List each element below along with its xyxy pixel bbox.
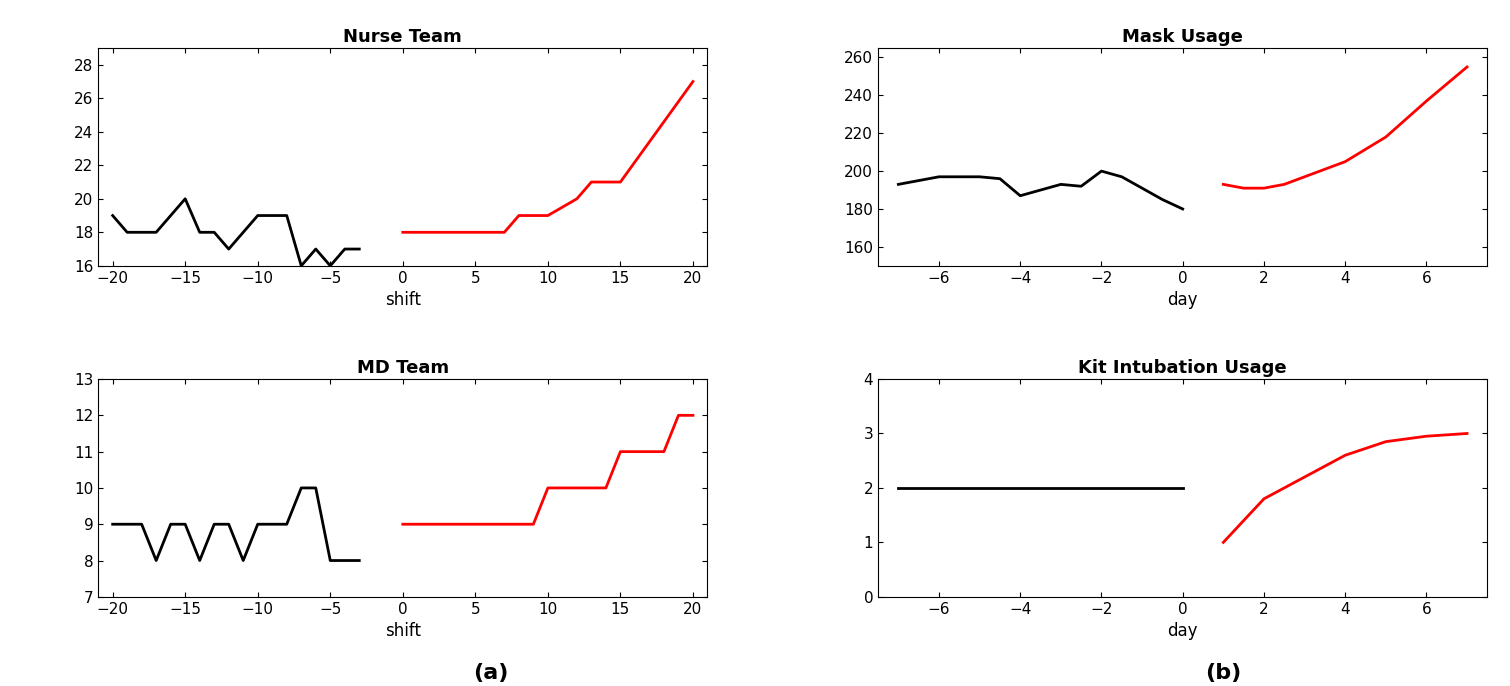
Title: Mask Usage: Mask Usage bbox=[1122, 28, 1243, 47]
X-axis label: shift: shift bbox=[385, 292, 421, 309]
X-axis label: day: day bbox=[1167, 622, 1197, 640]
Text: (b): (b) bbox=[1205, 663, 1241, 683]
X-axis label: day: day bbox=[1167, 292, 1197, 309]
Title: Nurse Team: Nurse Team bbox=[343, 28, 462, 47]
Title: Kit Intubation Usage: Kit Intubation Usage bbox=[1078, 359, 1287, 377]
Title: MD Team: MD Team bbox=[356, 359, 448, 377]
Text: (a): (a) bbox=[473, 663, 509, 683]
X-axis label: shift: shift bbox=[385, 622, 421, 640]
